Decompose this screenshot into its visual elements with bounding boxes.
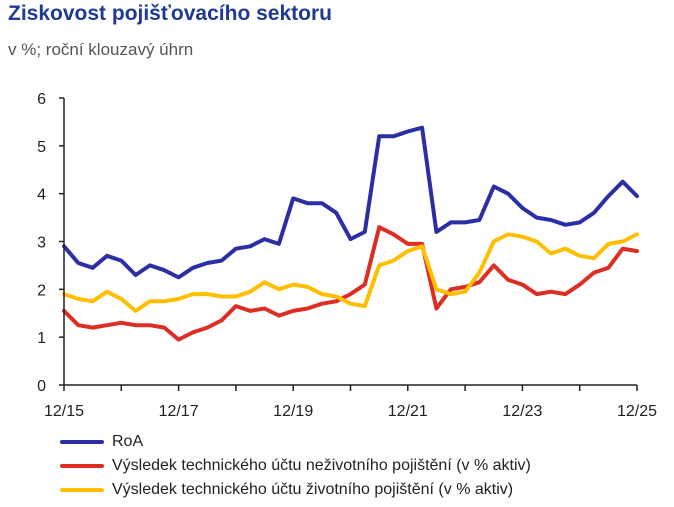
line-chart: 0 1 2 3 4 5 6 12/15 12/17 12/19 12/21 12/23 12/25 [37, 91, 657, 420]
legend-swatch-life [60, 488, 104, 492]
x-tick-label: 12/19 [273, 403, 313, 420]
y-tick-label: 0 [37, 378, 46, 395]
x-tick-label: 12/15 [44, 403, 84, 420]
y-tick-label: 3 [37, 235, 46, 252]
legend-item-roa: RoA [60, 430, 531, 454]
legend-label-roa: RoA [112, 433, 144, 450]
legend-item-life: Výsledek technického účtu životního poji… [60, 478, 531, 502]
series-line-nonlife [62, 225, 639, 342]
legend-label-nonlife: Výsledek technického účtu neživotního po… [112, 457, 531, 474]
legend-label-life: Výsledek technického účtu životního poji… [112, 481, 514, 498]
y-tick-label: 5 [37, 139, 46, 156]
legend: RoA Výsledek technického účtu neživotníh… [60, 430, 531, 502]
y-tick-label: 4 [37, 187, 46, 204]
series-line-roa [62, 125, 639, 280]
x-axis-ticks: 12/15 12/17 12/19 12/21 12/23 12/25 [44, 385, 657, 420]
series-line-life [62, 232, 639, 313]
y-axis-ticks: 0 1 2 3 4 5 6 [37, 91, 64, 395]
legend-item-nonlife: Výsledek technického účtu neživotního po… [60, 454, 531, 478]
series-lines [62, 125, 639, 342]
x-tick-label: 12/25 [617, 403, 657, 420]
y-tick-label: 1 [37, 330, 46, 347]
x-tick-label: 12/17 [159, 403, 199, 420]
x-tick-label: 12/23 [502, 403, 542, 420]
legend-swatch-nonlife [60, 464, 104, 468]
y-tick-label: 2 [37, 282, 46, 299]
x-tick-label: 12/21 [388, 403, 428, 420]
y-tick-label: 6 [37, 91, 46, 108]
legend-swatch-roa [60, 440, 104, 444]
chart-title: Ziskovost pojišťovacího sektoru [8, 2, 332, 25]
chart-subtitle: v %; roční klouzavý úhrn [8, 40, 194, 59]
